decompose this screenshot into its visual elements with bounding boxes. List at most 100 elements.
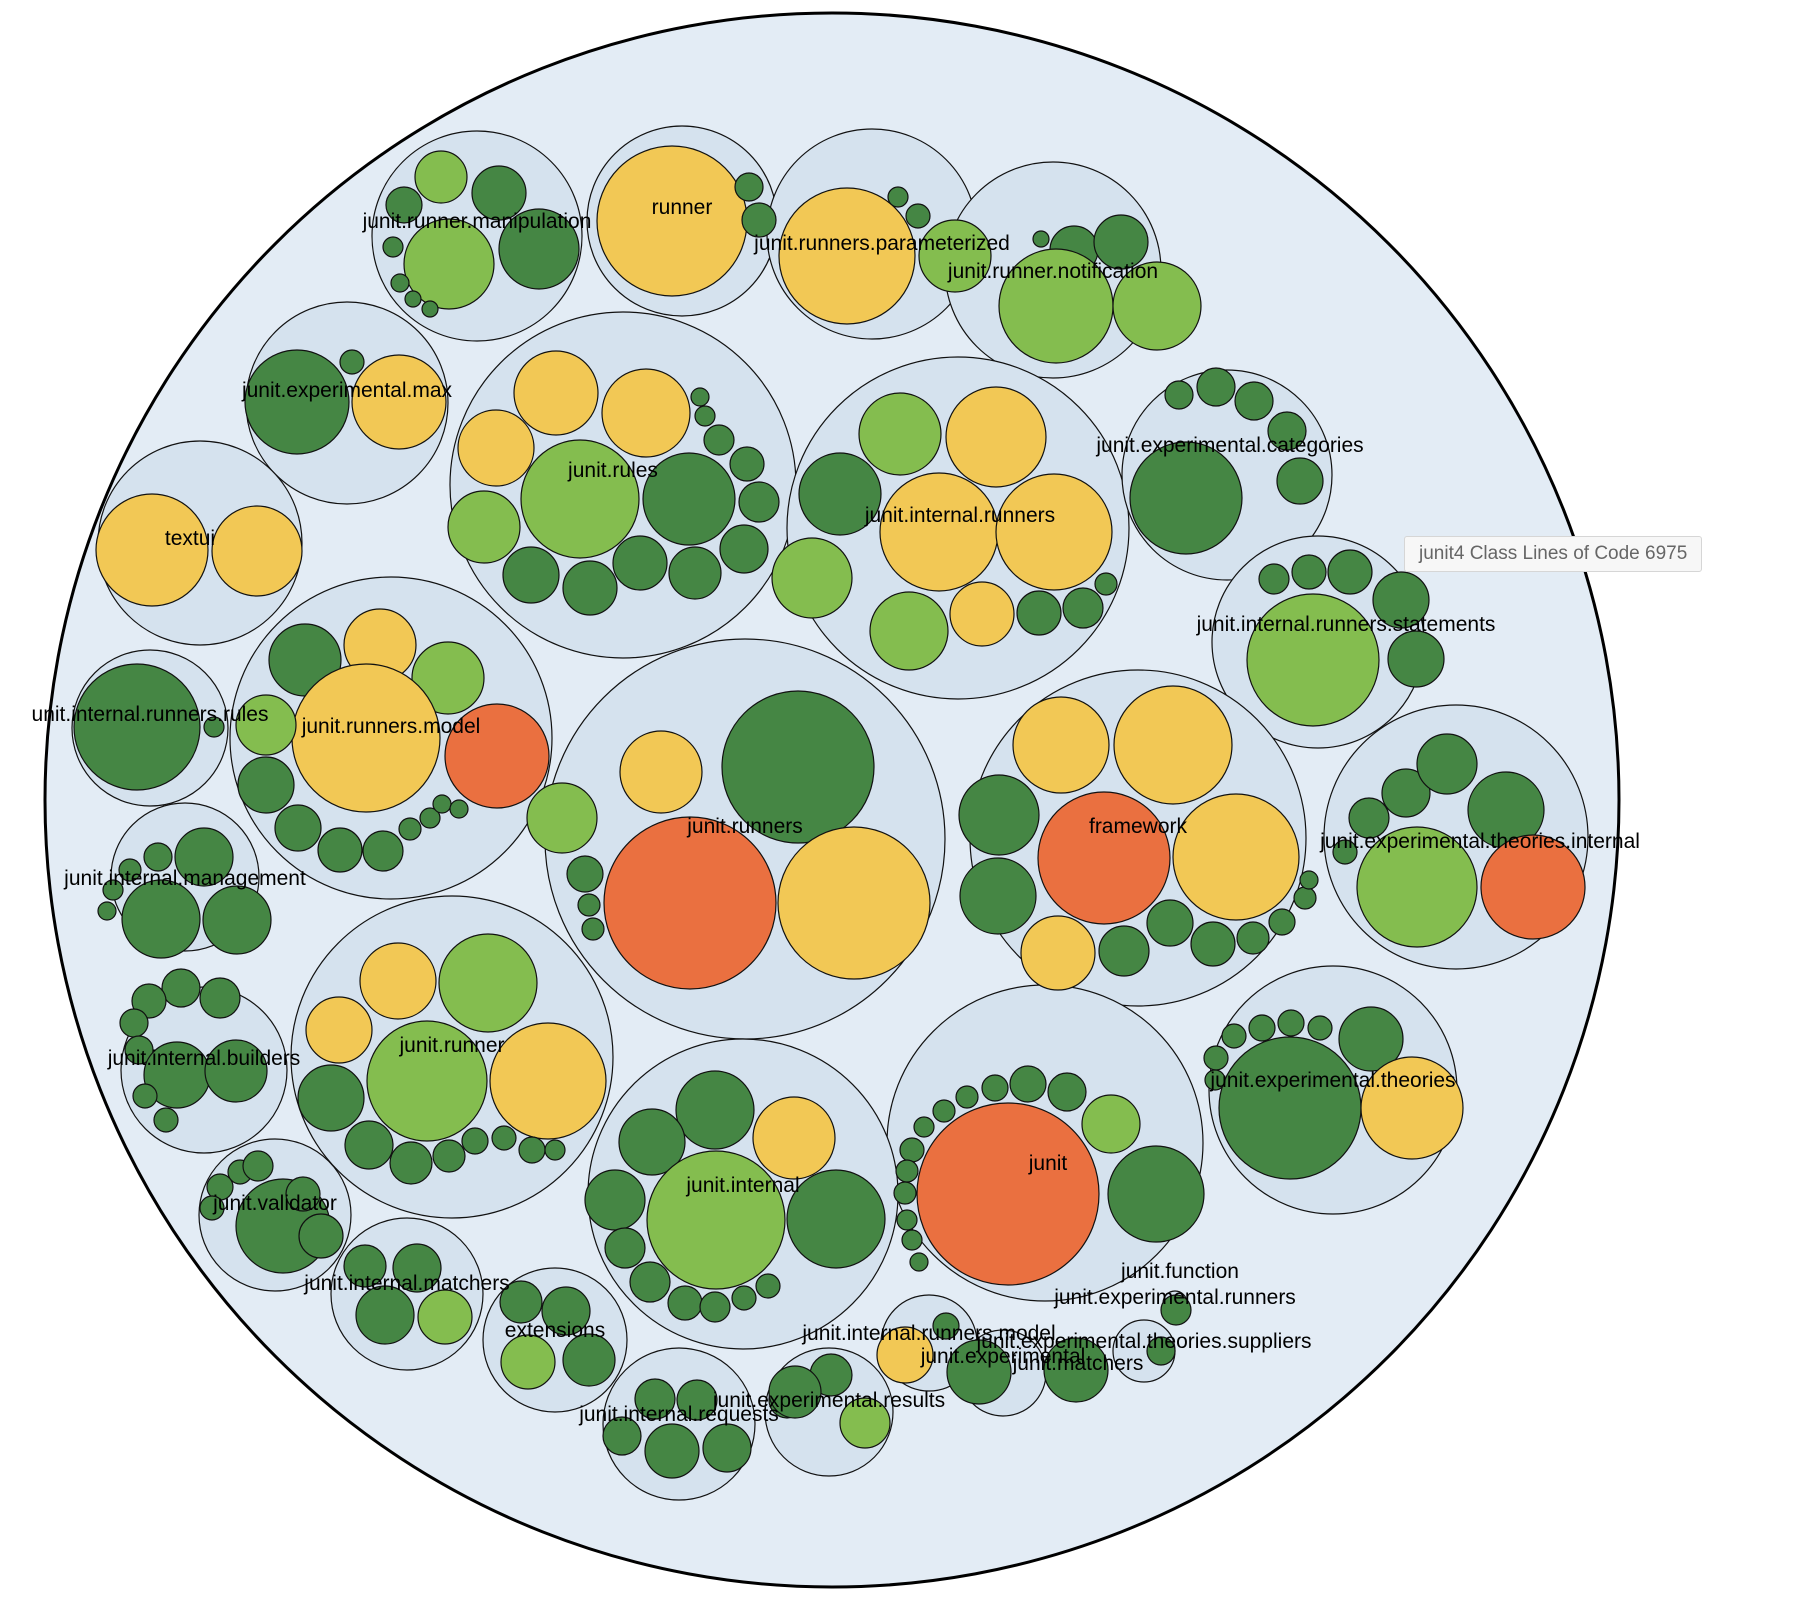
- class-circle-junit-internal-runners-statements-5[interactable]: [1372, 571, 1430, 629]
- class-circle-junit-validator-7[interactable]: [298, 1213, 344, 1259]
- class-circle-junit-experimental-theories-8[interactable]: [1203, 1045, 1229, 1071]
- class-circle-junit-3[interactable]: [1107, 1145, 1205, 1243]
- class-circle-junit-internal-requests-3[interactable]: [602, 1416, 642, 1456]
- class-circle-framework-12[interactable]: [1268, 908, 1296, 936]
- class-circle-junit-experimental-categories-5[interactable]: [1267, 411, 1307, 451]
- class-circle-junit-experimental-theories-internal-6[interactable]: [1356, 826, 1478, 948]
- class-circle-framework-8[interactable]: [1098, 925, 1150, 977]
- class-circle-junit-experimental-theories-2[interactable]: [1218, 1036, 1362, 1180]
- class-circle-junit-runner-manipulation-2[interactable]: [471, 165, 527, 221]
- class-circle-unit-internal-runners-rules-2[interactable]: [203, 716, 225, 738]
- class-circle-junit-experimental-categories-4[interactable]: [1234, 381, 1274, 421]
- class-circle-junit-experimental-theories-internal-5[interactable]: [1332, 839, 1358, 865]
- class-circle-junit-internal-10[interactable]: [699, 1291, 731, 1323]
- class-circle-junit-1[interactable]: [916, 1102, 1100, 1286]
- class-circle-junit-rules-7[interactable]: [502, 546, 560, 604]
- class-circle-junit-runners-parameterized-4[interactable]: [905, 203, 931, 229]
- class-circle-junit-internal-runners-6[interactable]: [771, 537, 853, 619]
- class-circle-junit-internal-runners-statements-3[interactable]: [1291, 554, 1327, 590]
- class-circle-junit-15[interactable]: [909, 1252, 929, 1272]
- class-circle-junit-runners-model-3[interactable]: [411, 641, 485, 715]
- class-circle-junit-experimental-max-1[interactable]: [244, 349, 350, 455]
- class-circle-junit-validator-6[interactable]: [285, 1176, 321, 1212]
- class-circle-runner-2[interactable]: [734, 172, 764, 202]
- class-circle-framework-2[interactable]: [1113, 685, 1233, 805]
- class-circle-junit-runner-4[interactable]: [366, 1020, 488, 1142]
- class-circle-junit-experimental-theories-1[interactable]: [1338, 1006, 1404, 1072]
- class-circle-junit-runner-notification-5[interactable]: [1112, 261, 1202, 351]
- class-circle-junit-runner-11[interactable]: [491, 1125, 517, 1151]
- class-circle-junit-runner-manipulation-3[interactable]: [385, 186, 423, 224]
- class-circle-junit-rules-3[interactable]: [457, 409, 535, 487]
- class-circle-junit-internal-builders-7[interactable]: [204, 1039, 268, 1103]
- class-circle-junit-runner-8[interactable]: [389, 1141, 433, 1185]
- class-circle-junit-runner-manipulation-5[interactable]: [498, 208, 580, 290]
- class-circle-junit-internal-8[interactable]: [629, 1261, 671, 1303]
- class-circle-junit-experimental-categories-1[interactable]: [1129, 441, 1243, 555]
- class-circle-junit-internal-runners-statements-2[interactable]: [1258, 563, 1290, 595]
- class-circle-junit-runners-model-12[interactable]: [419, 807, 441, 829]
- class-circle-junit-internal-runners-statements-4[interactable]: [1327, 549, 1373, 595]
- class-circle-junit-internal-runners-model-2[interactable]: [932, 1312, 960, 1340]
- class-circle-junit-runners-model-4[interactable]: [291, 663, 441, 813]
- class-circle-junit-internal-runners-5[interactable]: [995, 473, 1113, 591]
- class-circle-junit-runner-13[interactable]: [544, 1139, 566, 1161]
- class-circle-junit-rules-15[interactable]: [694, 405, 716, 427]
- class-circle-junit-rules-8[interactable]: [562, 560, 618, 616]
- class-circle-junit-runner-10[interactable]: [461, 1127, 489, 1155]
- class-circle-junit-internal-builders-1[interactable]: [161, 968, 201, 1008]
- class-circle-junit-experimental-results-4[interactable]: [839, 1397, 891, 1449]
- class-circle-junit-internal-requests-2[interactable]: [676, 1379, 718, 1421]
- class-circle-framework-4[interactable]: [1037, 791, 1171, 925]
- class-circle-junit-experimental-1[interactable]: [946, 1339, 1012, 1405]
- class-circle-junit-runner-manipulation-1[interactable]: [414, 150, 468, 204]
- class-circle-extensions-1[interactable]: [499, 1280, 543, 1324]
- class-circle-junit-experimental-theories-4[interactable]: [1307, 1015, 1333, 1041]
- class-circle-junit-internal-4[interactable]: [584, 1169, 646, 1231]
- class-circle-junit-runners-model-8[interactable]: [274, 804, 322, 852]
- class-circle-extensions-3[interactable]: [500, 1334, 556, 1390]
- class-circle-junit-runners-parameterized-3[interactable]: [887, 186, 909, 208]
- class-circle-junit-internal-runners-1[interactable]: [858, 392, 942, 476]
- class-circle-junit-rules-2[interactable]: [601, 368, 691, 458]
- class-circle-junit-9[interactable]: [913, 1116, 935, 1138]
- class-circle-junit-internal-management-6[interactable]: [102, 879, 124, 901]
- class-circle-junit-internal-11[interactable]: [731, 1285, 757, 1311]
- class-circle-framework-6[interactable]: [959, 857, 1037, 935]
- class-circle-junit-internal-builders-3[interactable]: [131, 983, 167, 1019]
- class-circle-junit-runner-6[interactable]: [297, 1064, 365, 1132]
- class-circle-junit-experimental-theories-9[interactable]: [1204, 1069, 1226, 1091]
- class-circle-junit-runners-parameterized-2[interactable]: [918, 219, 992, 293]
- class-circle-junit-4[interactable]: [1047, 1072, 1087, 1112]
- class-circle-junit-runner-notification-2[interactable]: [1093, 214, 1149, 270]
- class-circle-junit-internal-9[interactable]: [667, 1285, 703, 1321]
- class-circle-junit-matchers-1[interactable]: [1043, 1337, 1109, 1403]
- class-circle-framework-3[interactable]: [958, 774, 1040, 856]
- class-circle-junit-internal-runners-model-1[interactable]: [876, 1326, 934, 1384]
- class-circle-junit-validator-5[interactable]: [242, 1150, 274, 1182]
- class-circle-junit-runner-5[interactable]: [489, 1022, 607, 1140]
- class-circle-junit-internal-runners-statements-1[interactable]: [1246, 593, 1380, 727]
- class-circle-junit-internal-matchers-4[interactable]: [417, 1289, 473, 1345]
- class-circle-junit-internal-runners-8[interactable]: [949, 581, 1015, 647]
- class-circle-framework-9[interactable]: [1146, 899, 1194, 947]
- class-circle-junit-experimental-results-3[interactable]: [768, 1365, 822, 1419]
- class-circle-junit-experimental-categories-3[interactable]: [1196, 367, 1236, 407]
- class-circle-junit-internal-management-3[interactable]: [174, 827, 234, 887]
- class-circle-junit-runners-model-13[interactable]: [432, 794, 452, 814]
- class-circle-junit-runners-7[interactable]: [577, 893, 601, 917]
- class-circle-junit-rules-6[interactable]: [447, 490, 521, 564]
- class-circle-framework-10[interactable]: [1190, 921, 1236, 967]
- class-circle-junit-runners-model-6[interactable]: [235, 694, 297, 756]
- class-circle-extensions-2[interactable]: [541, 1286, 591, 1336]
- class-circle-junit-internal-requests-4[interactable]: [644, 1423, 700, 1479]
- class-circle-junit-runners-model-10[interactable]: [362, 830, 404, 872]
- class-circle-runner-1[interactable]: [596, 145, 748, 297]
- class-circle-junit-experimental-theories-7[interactable]: [1221, 1023, 1247, 1049]
- class-circle-junit-internal-6[interactable]: [786, 1169, 886, 1269]
- class-circle-junit-internal-matchers-3[interactable]: [355, 1285, 415, 1345]
- class-circle-junit-runners-2[interactable]: [721, 690, 875, 844]
- class-circle-junit-runner-manipulation-6[interactable]: [382, 236, 404, 258]
- class-circle-junit-runner-1[interactable]: [359, 942, 437, 1020]
- class-circle-runner-3[interactable]: [741, 202, 777, 238]
